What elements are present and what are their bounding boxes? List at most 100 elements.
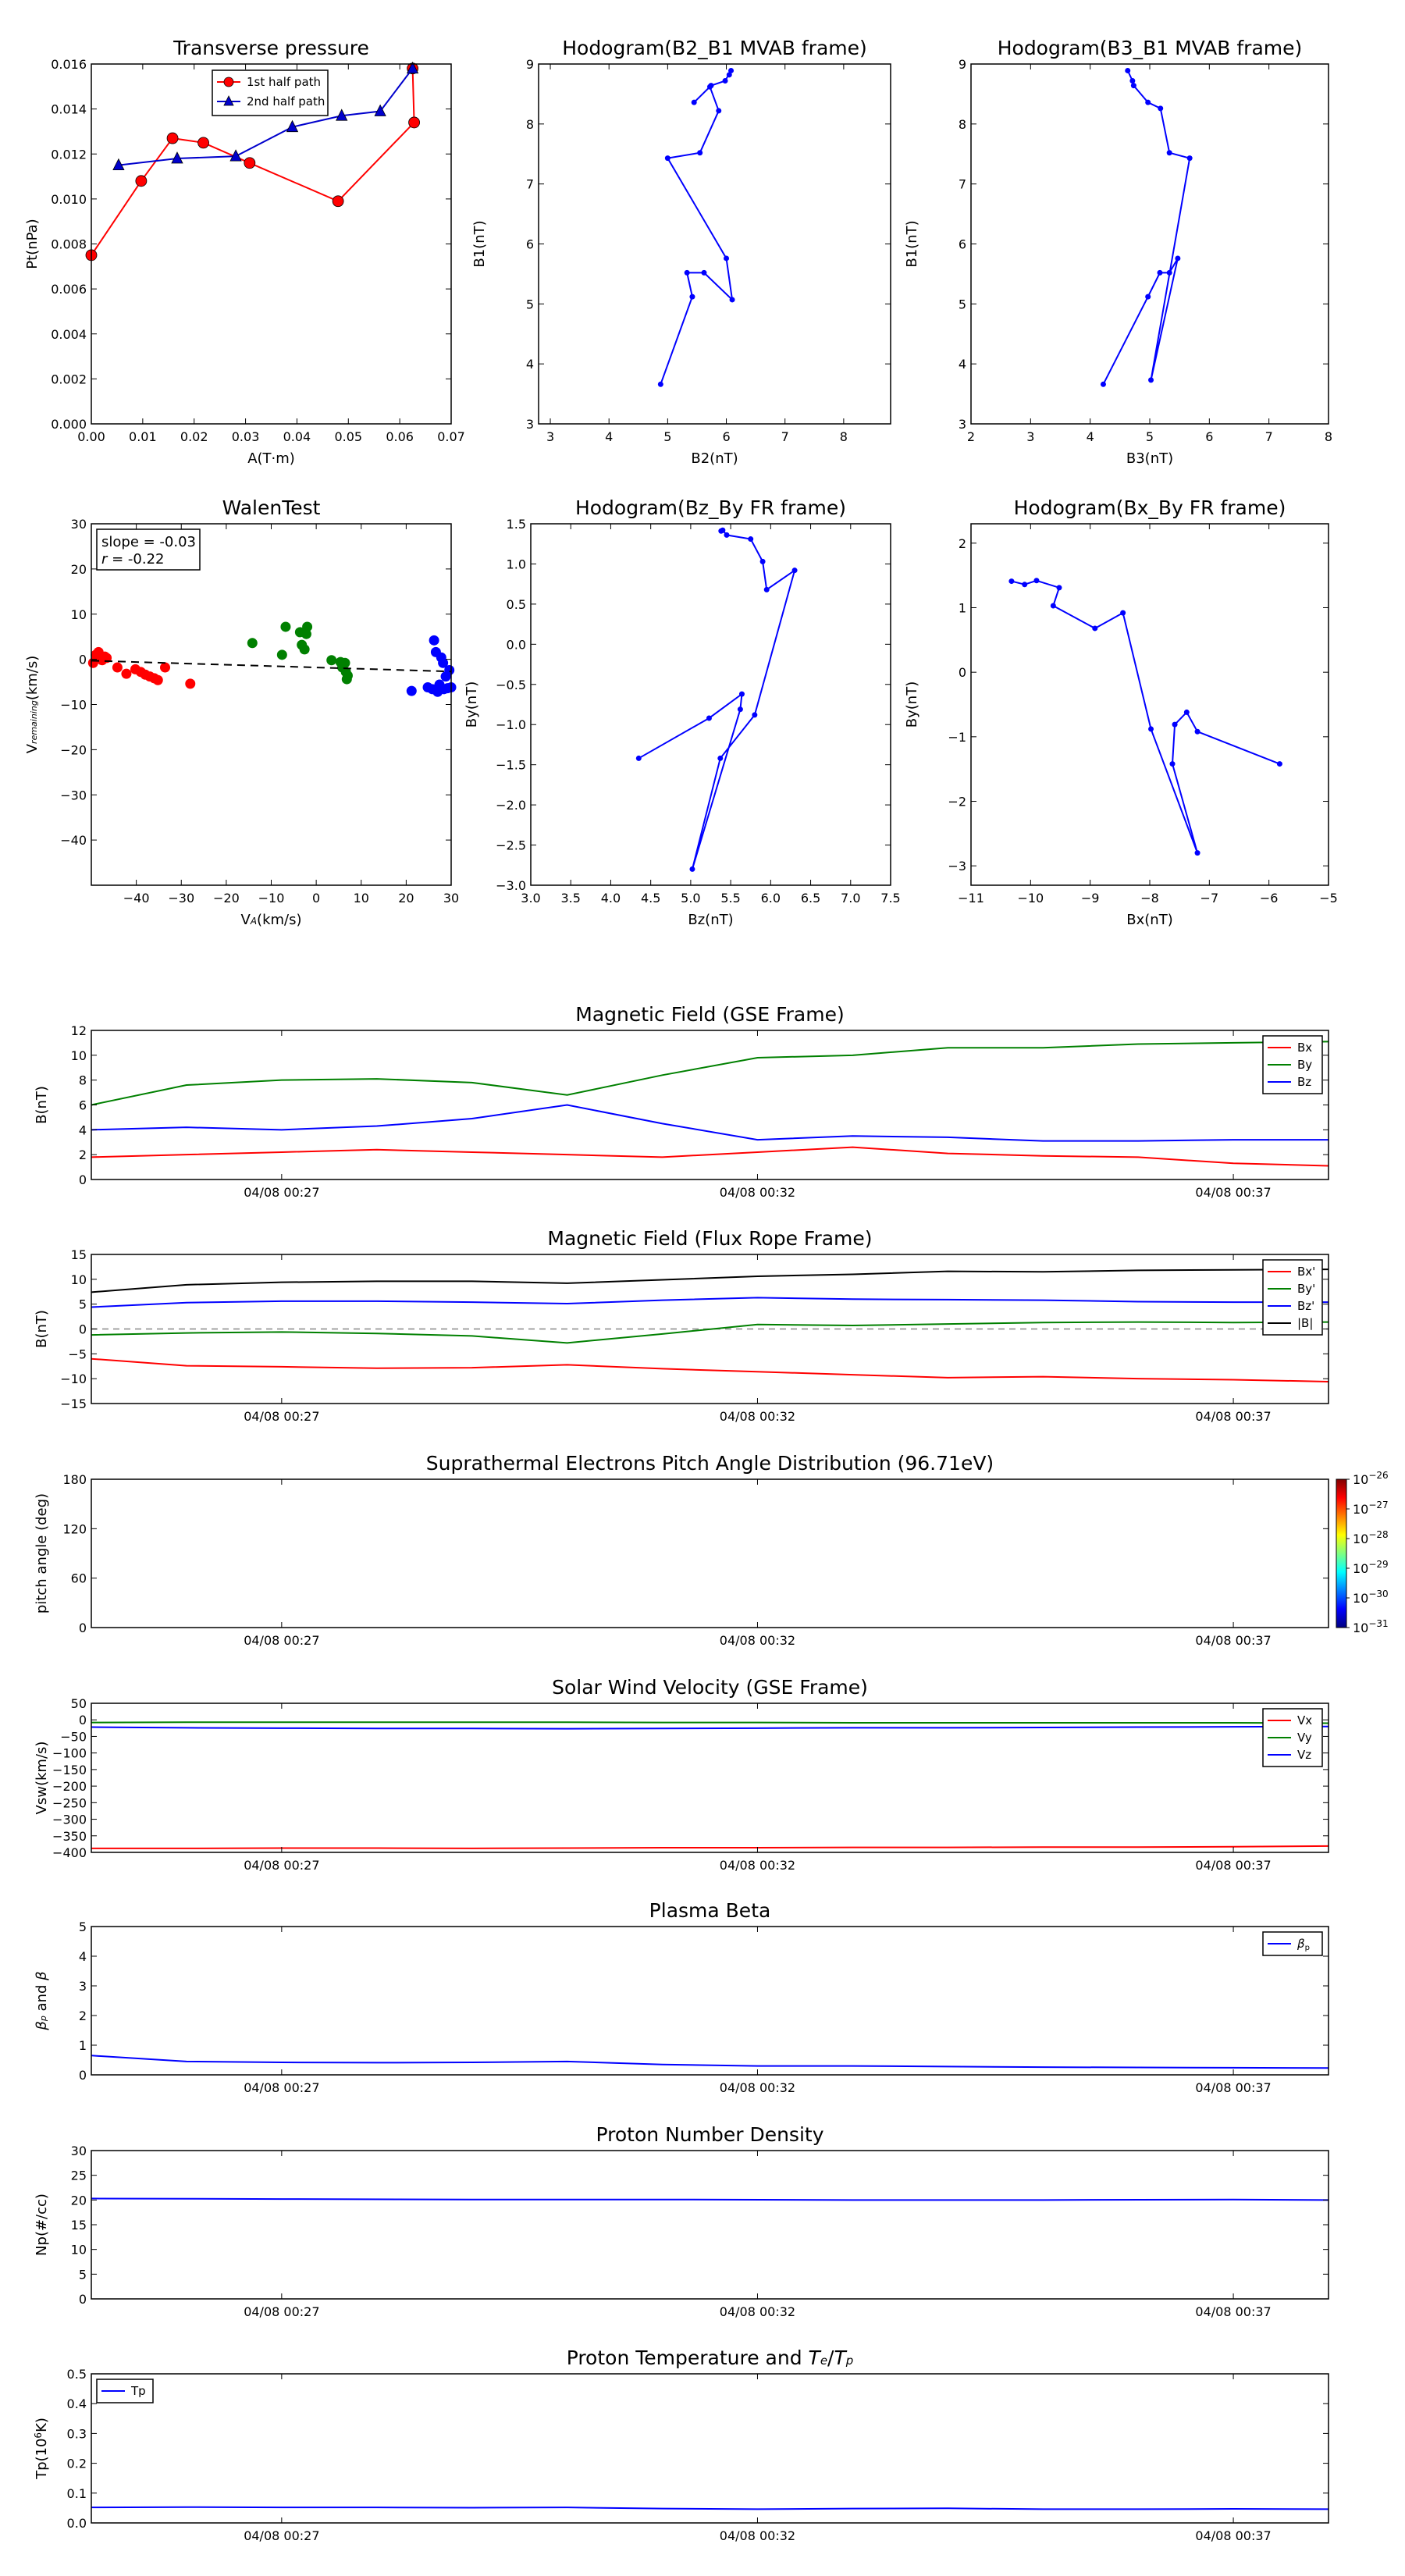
panel-title: Hodogram(B2_B1 MVAB frame) [562, 37, 867, 59]
data-point [706, 715, 712, 721]
data-point [1157, 269, 1163, 276]
x-tick-label: 8 [1325, 429, 1332, 444]
x-tick-label: 04/08 00:27 [244, 2528, 319, 2543]
y-tick-label: 50 [71, 1696, 87, 1711]
data-point [438, 657, 449, 668]
x-tick-label: 04/08 00:37 [1195, 1633, 1271, 1648]
data-point [112, 662, 123, 673]
y-axis-label: By(nT) [464, 681, 480, 728]
label-part: β [34, 1971, 50, 1981]
chart-h3: Hodogram(Bz_By FR frame) −3.0 −2.5 −2.0 −1.5… [464, 496, 901, 928]
y-tick-label: 6 [959, 237, 966, 252]
series-1 [91, 1321, 1329, 1344]
legend-frame [212, 69, 329, 116]
data-point [247, 638, 258, 649]
x-tick-label: −10 [258, 891, 285, 906]
y-tick-label: 10 [71, 1048, 87, 1063]
tick-exponent: −31 [1368, 1618, 1388, 1629]
y-tick-label: −200 [52, 1779, 87, 1794]
y-tick-label: 3 [79, 1979, 87, 1994]
data-point [185, 678, 196, 689]
y-axis-label: Vsw(km/s) [34, 1742, 50, 1815]
legend-label: Bx' [1297, 1265, 1315, 1279]
data-point [748, 536, 754, 543]
y-tick-label: 8 [959, 117, 966, 132]
x-tick-label: 8 [840, 429, 848, 444]
y-tick-label: 0.1 [67, 2486, 87, 2501]
series-2 [91, 1297, 1329, 1308]
tick-exponent: −29 [1368, 1559, 1388, 1570]
x-tick-label: 04/08 00:27 [244, 2080, 319, 2095]
series-line [91, 1357, 1329, 1382]
series-line [91, 1725, 1329, 1730]
y-tick-label: −3.0 [496, 878, 526, 893]
data-point [717, 755, 724, 761]
y-tick-label: 9 [959, 57, 966, 72]
series-3 [91, 1268, 1329, 1293]
data-point [1194, 728, 1200, 735]
data-point [697, 150, 703, 156]
legend: Vx Vy Vz [1262, 1708, 1323, 1767]
y-tick-label: 5 [526, 297, 534, 311]
annotation-frame [96, 528, 201, 571]
label-part: B(nT) [34, 1310, 50, 1348]
y-tick-label: 1 [959, 600, 966, 615]
label-part: β [34, 2021, 50, 2031]
y-tick-label: 0.2 [67, 2457, 87, 2471]
x-tick-label: 6 [722, 429, 730, 444]
data-point [724, 255, 730, 262]
x-axis-label: VA(km/s) [241, 912, 302, 928]
label-part: B(nT) [34, 1086, 50, 1124]
legend: Bx' By' Bz' |B| [1262, 1259, 1323, 1336]
x-tick-label: 04/08 00:27 [244, 1858, 319, 1873]
data-point [229, 149, 242, 162]
tick-base: 10 [1353, 1472, 1368, 1487]
label-part: β [1297, 1937, 1305, 1951]
data-point [171, 151, 183, 164]
chart-tp: Proton Temperature and Te/Tp0.00.10.20.3… [33, 2347, 1329, 2543]
legend-label: 2nd half path [247, 94, 325, 109]
legend-label: Vz [1297, 1748, 1311, 1762]
y-tick-label: −150 [52, 1763, 87, 1777]
title-part: / [827, 2347, 834, 2369]
data-point [302, 621, 313, 632]
y-axis-label: B(nT) [34, 1086, 50, 1124]
data-point [166, 132, 179, 144]
axes-frame [538, 63, 891, 425]
data-point [728, 67, 735, 73]
tick-base: 10 [1353, 1621, 1368, 1635]
data-point [1183, 709, 1190, 715]
data-point [1125, 67, 1131, 73]
series-line [91, 1721, 1329, 1724]
x-tick-label: 04/08 00:32 [720, 1185, 795, 1200]
y-tick-label: 12 [71, 1023, 87, 1038]
data-point [1120, 610, 1126, 616]
y-tick-label: −2.0 [496, 798, 526, 813]
series-line [91, 2055, 1329, 2069]
series-line [91, 1321, 1329, 1344]
y-tick-label: 5 [959, 297, 966, 311]
axes-frame [91, 2150, 1329, 2300]
y-tick-label: 6 [526, 237, 534, 252]
y-axis-label: B1(nT) [471, 220, 488, 267]
label-part: pitch angle (deg) [34, 1493, 50, 1614]
tick-base: 10 [1353, 1591, 1368, 1606]
x-tick-label: −5 [1319, 891, 1338, 906]
tick-exponent: −26 [1368, 1470, 1388, 1481]
y-axis-label: Tp(106K) [33, 2418, 50, 2480]
data-point [121, 668, 132, 679]
data-point [1276, 761, 1282, 767]
x-tick-label: 04/08 00:37 [1195, 1185, 1271, 1200]
y-tick-label: 4 [959, 357, 966, 372]
label-part: = -0.22 [107, 551, 164, 568]
y-tick-label: 8 [79, 1073, 87, 1088]
data-point [759, 558, 766, 564]
annotation-text: slope = -0.03 [101, 534, 196, 550]
x-tick-label: −40 [123, 891, 150, 906]
y-tick-label: 0.3 [67, 2426, 87, 2441]
y-tick-label: −0.5 [496, 678, 526, 692]
series-1 [247, 621, 353, 685]
y-tick-label: 30 [71, 517, 87, 532]
y-tick-label: 1 [79, 2038, 87, 2053]
y-tick-label: −1 [948, 730, 966, 745]
